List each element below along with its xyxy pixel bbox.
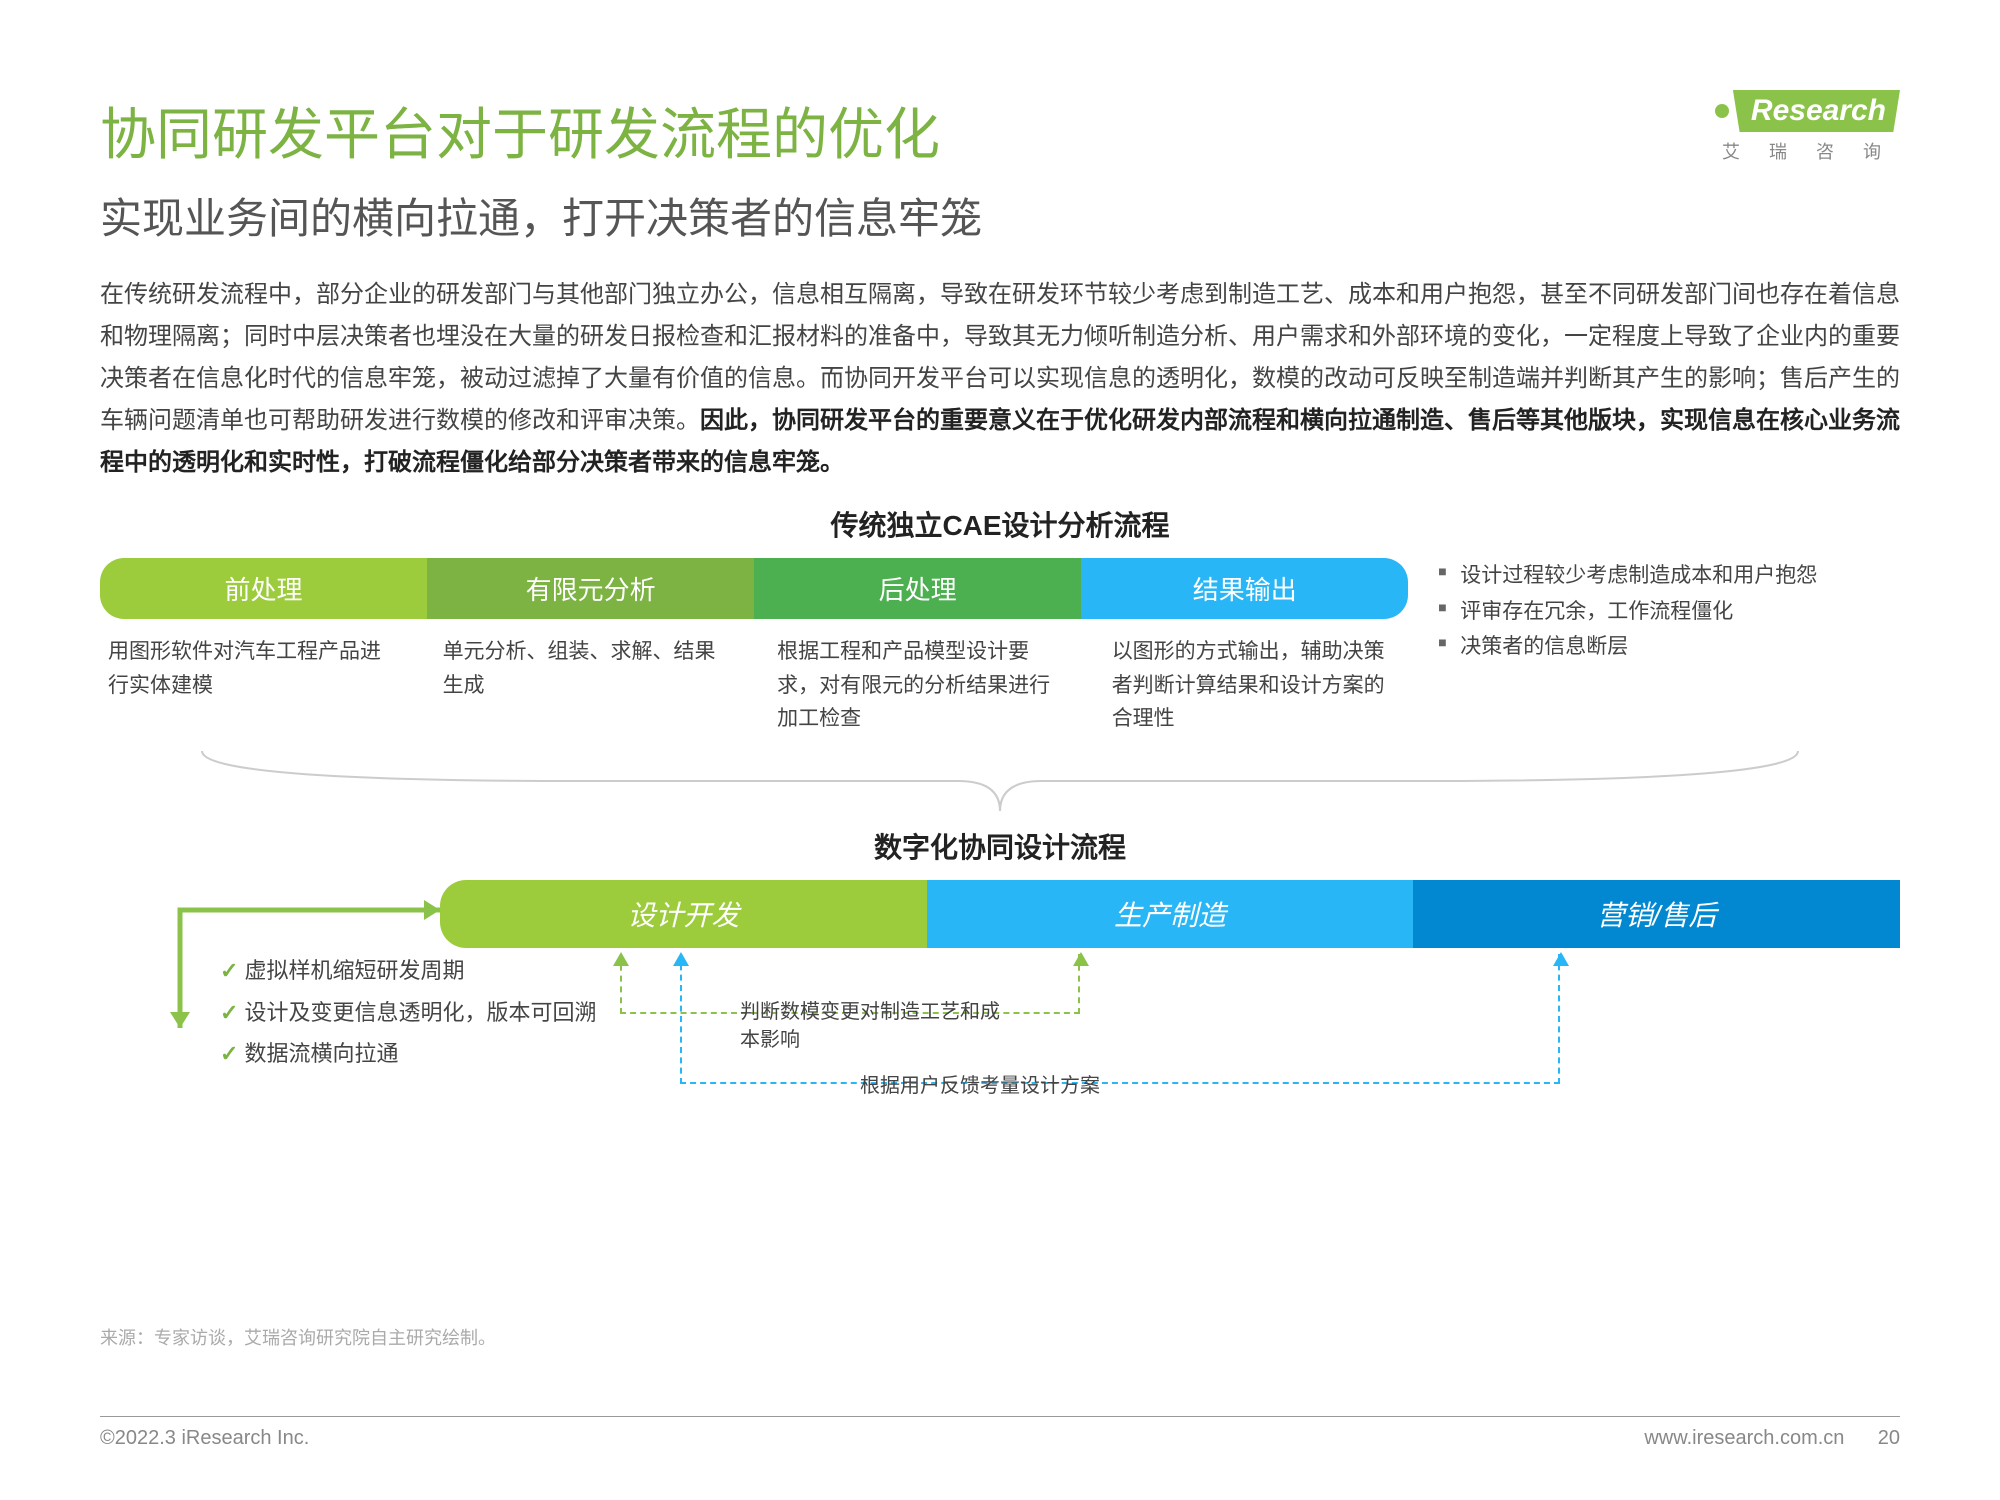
logo-subtitle: 艾 瑞 咨 询 (1722, 138, 1893, 164)
source-note: 来源：专家访谈，艾瑞咨询研究院自主研究绘制。 (100, 1324, 1900, 1350)
flow1-desc: 单元分析、组装、求解、结果生成 (435, 635, 740, 736)
flow1-desc: 以图形的方式输出，辅助决策者判断计算结果和设计方案的合理性 (1104, 635, 1409, 736)
feedback-label-2: 根据用户反馈考量设计方案 (860, 1072, 1100, 1100)
check-list: 虚拟样机缩短研发周期设计及变更信息透明化，版本可回溯数据流横向拉通 (220, 950, 597, 1075)
page-number: 20 (1878, 1427, 1900, 1449)
side-list-item: 决策者的信息断层 (1438, 629, 1900, 665)
flow2-diagram: 设计开发生产制造营销/售后 判断数模变更对制造工艺和成本影响 根据用户反馈考量设… (100, 880, 1900, 1134)
flow2-pill: 营销/售后 (1413, 880, 1900, 948)
flow1-desc-row: 用图形软件对汽车工程产品进行实体建模单元分析、组装、求解、结果生成根据工程和产品… (100, 635, 1408, 736)
flow2-title: 数字化协同设计流程 (100, 826, 1900, 866)
flow1-desc: 用图形软件对汽车工程产品进行实体建模 (100, 635, 405, 736)
feedback-arrow-2 (680, 954, 1560, 1084)
check-item: 虚拟样机缩短研发周期 (220, 950, 597, 992)
flow1-pill: 后处理 (754, 558, 1081, 619)
page-subtitle: 实现业务间的横向拉通，打开决策者的信息牢笼 (100, 185, 1900, 246)
footer-url: www.iresearch.com.cn (1644, 1427, 1844, 1449)
flow1-pill: 有限元分析 (427, 558, 754, 619)
check-item: 数据流横向拉通 (220, 1033, 597, 1075)
flow2-pill: 生产制造 (927, 880, 1414, 948)
flow1-title: 传统独立CAE设计分析流程 (100, 504, 1900, 544)
connector-brace (160, 746, 1840, 816)
check-item: 设计及变更信息透明化，版本可回溯 (220, 992, 597, 1034)
page-title: 协同研发平台对于研发流程的优化 (100, 90, 1900, 171)
side-list-item: 设计过程较少考虑制造成本和用户抱怨 (1438, 558, 1900, 594)
flow2-pill: 设计开发 (440, 880, 927, 948)
brand-logo: Research 艾 瑞 咨 询 (1715, 90, 1900, 164)
logo-dot (1715, 104, 1729, 118)
footer: ©2022.3 iResearch Inc. www.iresearch.com… (100, 1416, 1900, 1450)
flow1-desc: 根据工程和产品模型设计要求，对有限元的分析结果进行加工检查 (769, 635, 1074, 736)
flow1-pill: 前处理 (100, 558, 427, 619)
footer-copyright: ©2022.3 iResearch Inc. (100, 1427, 309, 1450)
side-list-item: 评审存在冗余，工作流程僵化 (1438, 594, 1900, 630)
body-paragraph: 在传统研发流程中，部分企业的研发部门与其他部门独立办公，信息相互隔离，导致在研发… (100, 274, 1900, 484)
flow1-pill: 结果输出 (1081, 558, 1408, 619)
logo-text: Research (1733, 90, 1900, 132)
flow1-side-list: 设计过程较少考虑制造成本和用户抱怨评审存在冗余，工作流程僵化决策者的信息断层 (1438, 558, 1900, 665)
flow1-pillbar: 前处理有限元分析后处理结果输出 (100, 558, 1408, 619)
